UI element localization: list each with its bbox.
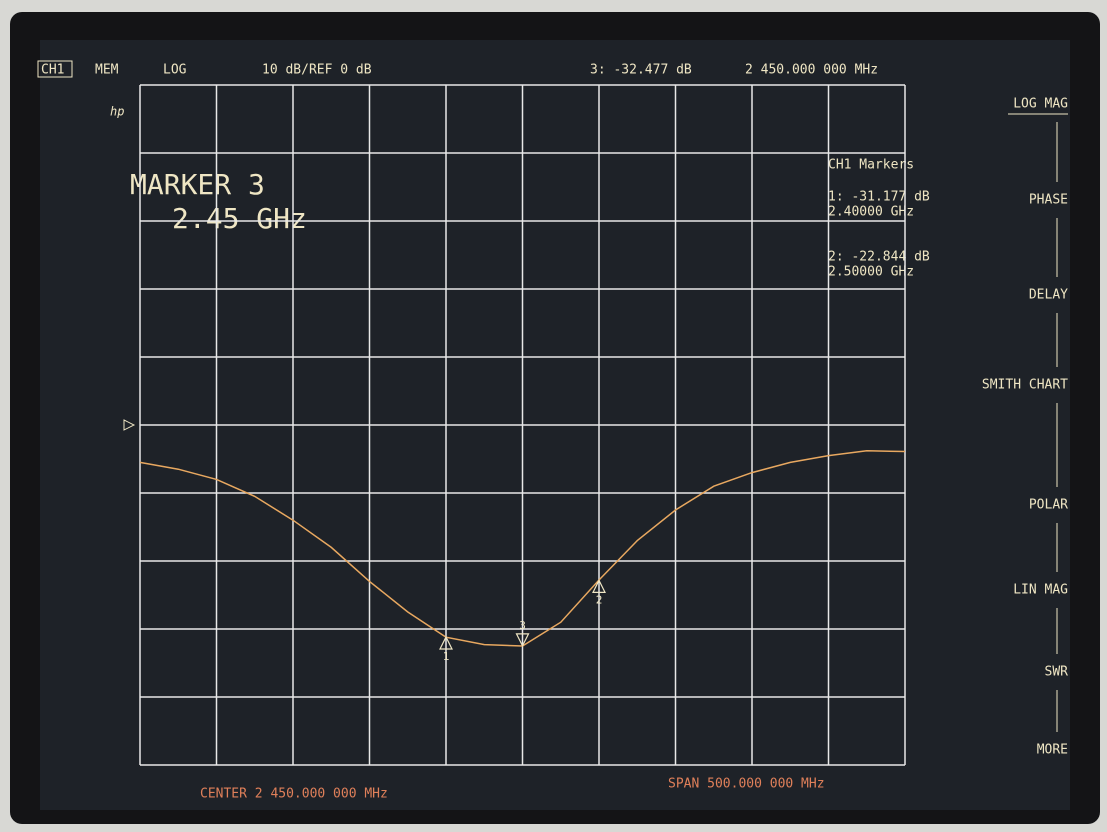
marker-label: 2 <box>596 593 603 606</box>
softkey[interactable]: DELAY <box>1029 288 1068 303</box>
marker-box-line: 2.45 GHz <box>172 202 307 235</box>
softkey[interactable]: SWR <box>1045 665 1069 680</box>
mem: MEM <box>95 63 119 78</box>
marker-box-line: MARKER 3 <box>130 168 265 201</box>
marker-readout: 3: -32.477 dB <box>590 63 692 78</box>
marker-entry: 2.40000 GHz <box>828 205 914 220</box>
marker-label: 3 <box>519 619 526 632</box>
marker-list-title: CH1 Markers <box>828 158 914 173</box>
marker-entry: 2: -22.844 dB <box>828 250 930 265</box>
softkey[interactable]: LIN MAG <box>1013 583 1068 598</box>
marker-label: 1 <box>443 650 450 663</box>
softkey[interactable]: PHASE <box>1029 193 1068 208</box>
screen: CH1 MEM LOG 10 dB/REF 0 dB 3: -32.477 dB… <box>0 0 1107 832</box>
marker-entry: 2.50000 GHz <box>828 265 914 280</box>
marker-entry: 1: -31.177 dB <box>828 190 930 205</box>
softkey[interactable]: MORE <box>1037 743 1068 758</box>
softkey[interactable]: POLAR <box>1029 498 1068 513</box>
logo: hp <box>110 105 124 119</box>
softkey[interactable]: SMITH CHART <box>982 378 1068 393</box>
marker-freq: 2 450.000 000 MHz <box>745 63 878 78</box>
channel: CH1 <box>41 63 64 78</box>
scale: 10 dB/REF 0 dB <box>262 63 372 78</box>
span: SPAN 500.000 000 MHz <box>668 777 825 792</box>
center-freq: CENTER 2 450.000 000 MHz <box>200 787 388 802</box>
format: LOG <box>163 63 187 78</box>
softkey[interactable]: LOG MAG <box>1013 97 1068 112</box>
page: CH1 MEM LOG 10 dB/REF 0 dB 3: -32.477 dB… <box>0 0 1107 832</box>
